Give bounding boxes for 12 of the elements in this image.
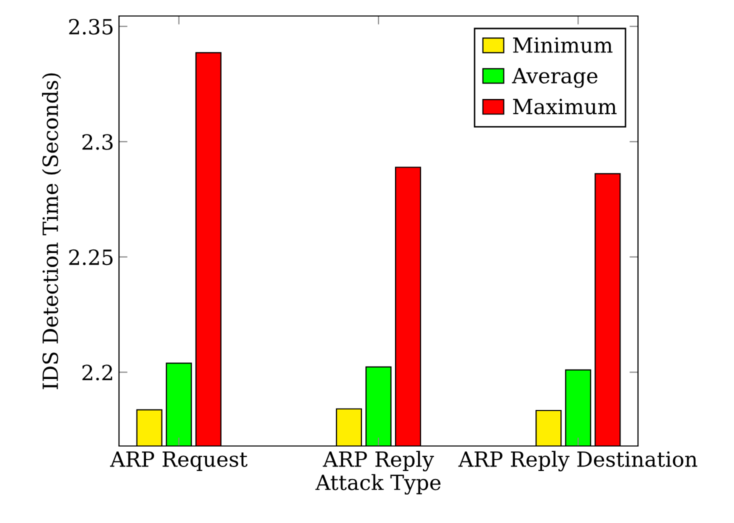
y-tick-label: 2.3 [82, 134, 113, 150]
legend-label: Average [512, 68, 598, 88]
y-tick-label: 2.35 [69, 18, 113, 35]
x-tick-label: ARP Request [110, 452, 248, 472]
x-tick-label: ARP Reply Destination [458, 450, 698, 472]
y-tick-label: 2.25 [69, 249, 113, 266]
y-axis-title: IDS Detection Time (Seconds) [42, 73, 62, 390]
y-tick-label: 2.2 [82, 364, 112, 380]
legend-label: Minimum [513, 37, 613, 53]
x-axis-title: Attack Type [315, 474, 441, 495]
legend-label: Maximum [513, 98, 617, 114]
x-tick-label: ARP Reply [322, 450, 434, 472]
